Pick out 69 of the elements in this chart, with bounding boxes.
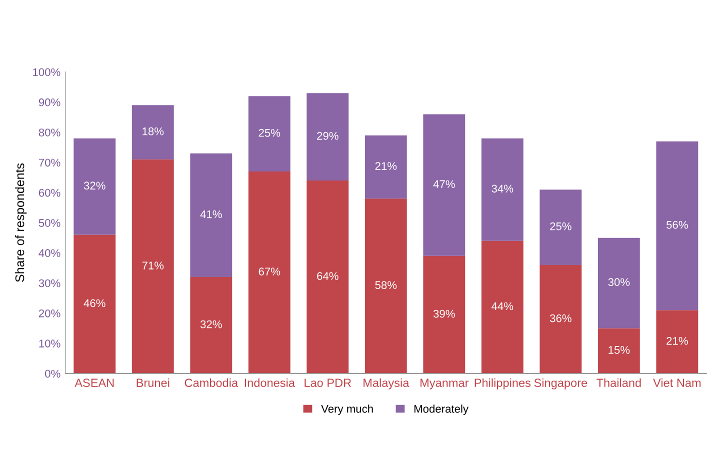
data-label: 64% <box>317 272 338 280</box>
y-axis-title: Share of respondents <box>15 163 27 282</box>
y-tick-label: 20% <box>38 309 60 318</box>
data-label: 41% <box>200 210 222 218</box>
data-label: 39% <box>433 310 455 318</box>
y-tick-label: 10% <box>39 340 60 348</box>
data-label: 67% <box>258 268 280 276</box>
data-label: 47% <box>433 180 455 188</box>
x-tick-label: Thailand <box>596 378 641 388</box>
data-label: 71% <box>142 262 164 270</box>
data-label: 56% <box>666 220 688 229</box>
data-label: 18% <box>142 127 164 136</box>
y-tick-label: 0% <box>45 370 60 378</box>
data-label: 32% <box>200 320 222 328</box>
legend-label: Very much <box>321 404 373 415</box>
data-label: 58% <box>375 281 397 290</box>
x-tick-label: Brunei <box>136 378 170 388</box>
bar <box>540 264 582 374</box>
data-label: 36% <box>550 314 572 322</box>
y-tick-label: 60% <box>38 188 60 197</box>
data-label: 34% <box>492 184 514 193</box>
y-tick-label: 40% <box>38 249 60 258</box>
bar <box>364 198 407 374</box>
bar <box>190 277 232 374</box>
legend-label: Moderately <box>414 404 468 415</box>
bar <box>540 190 582 265</box>
bar <box>306 93 349 181</box>
bar <box>248 171 290 374</box>
bar <box>656 141 698 310</box>
bar <box>132 105 174 160</box>
bar <box>364 135 407 199</box>
bar <box>74 234 116 374</box>
bar <box>190 153 232 278</box>
data-label: 30% <box>608 278 630 286</box>
data-label: 15% <box>608 346 630 354</box>
x-tick-label: Indonesia <box>244 378 295 388</box>
data-label: 29% <box>317 132 338 140</box>
bar <box>132 159 174 374</box>
y-tick-label: 70% <box>38 158 60 167</box>
data-label: 25% <box>550 222 572 230</box>
bar <box>248 96 290 172</box>
x-tick-label: Malaysia <box>364 378 410 390</box>
data-label: 25% <box>258 128 280 137</box>
data-label: 32% <box>84 182 106 190</box>
x-tick-label: Lao PDR <box>304 378 352 388</box>
x-tick-label: Singapore <box>534 378 588 390</box>
x-tick-label: ASEAN <box>74 378 114 388</box>
data-label: 44% <box>492 302 514 310</box>
y-tick-label: 90% <box>38 98 60 106</box>
x-tick-label: Philippines <box>474 378 531 390</box>
bar <box>656 310 698 374</box>
bar <box>306 180 349 374</box>
x-tick-label: Viet Nam <box>653 378 701 388</box>
bar <box>74 138 116 235</box>
bar <box>481 138 524 241</box>
bar <box>481 240 524 374</box>
bar <box>423 114 466 256</box>
data-label: 21% <box>375 162 397 170</box>
y-tick-label: 80% <box>38 128 60 136</box>
data-label: 21% <box>666 336 688 345</box>
y-tick-label: 30% <box>38 279 60 288</box>
bar <box>598 328 640 374</box>
y-tick-label: 100% <box>33 68 60 76</box>
bar <box>598 238 640 328</box>
x-tick-label: Myanmar <box>420 378 469 390</box>
y-tick-label: 50% <box>38 219 60 227</box>
data-label: 46% <box>84 299 106 308</box>
bar <box>423 256 466 374</box>
x-tick-label: Cambodia <box>184 378 238 388</box>
